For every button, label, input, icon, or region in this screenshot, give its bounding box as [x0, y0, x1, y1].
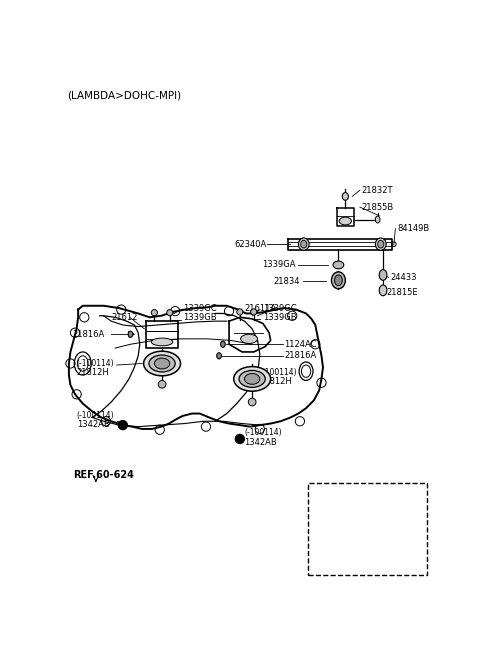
- Text: 21816A: 21816A: [285, 351, 317, 360]
- Text: 1342AB: 1342AB: [77, 420, 109, 429]
- Ellipse shape: [326, 514, 369, 525]
- Ellipse shape: [379, 285, 387, 296]
- Text: 21815E: 21815E: [386, 288, 418, 297]
- Ellipse shape: [339, 217, 351, 225]
- Text: 21812H: 21812H: [77, 368, 109, 377]
- Text: REF.60-624: REF.60-624: [73, 470, 133, 480]
- Ellipse shape: [379, 270, 387, 280]
- Text: 1339GA: 1339GA: [263, 261, 296, 269]
- Ellipse shape: [234, 367, 271, 391]
- Ellipse shape: [340, 550, 355, 557]
- Ellipse shape: [299, 238, 309, 250]
- Text: 21816A: 21816A: [73, 329, 105, 339]
- Ellipse shape: [239, 371, 265, 387]
- Text: 21812H: 21812H: [357, 521, 390, 531]
- Ellipse shape: [344, 510, 351, 517]
- Text: (-100114): (-100114): [244, 428, 282, 438]
- Text: 1339GB: 1339GB: [263, 313, 297, 322]
- Text: (-100114): (-100114): [260, 368, 298, 377]
- Ellipse shape: [332, 272, 345, 289]
- Text: 21612: 21612: [111, 313, 138, 322]
- Ellipse shape: [237, 309, 243, 315]
- Ellipse shape: [325, 519, 370, 533]
- Ellipse shape: [155, 358, 170, 369]
- Ellipse shape: [248, 398, 256, 406]
- Ellipse shape: [326, 526, 369, 538]
- Ellipse shape: [158, 381, 166, 388]
- Text: 21855B: 21855B: [361, 202, 394, 212]
- Ellipse shape: [335, 275, 342, 286]
- Text: 1339GB: 1339GB: [183, 313, 216, 322]
- Ellipse shape: [328, 533, 367, 544]
- Text: 1339CA: 1339CA: [357, 561, 390, 571]
- Text: 21834: 21834: [274, 276, 300, 286]
- Ellipse shape: [221, 341, 225, 347]
- Text: 1360GC: 1360GC: [357, 549, 391, 558]
- Ellipse shape: [333, 261, 344, 269]
- Ellipse shape: [300, 240, 307, 248]
- Ellipse shape: [167, 310, 173, 316]
- Ellipse shape: [144, 351, 180, 376]
- Text: 1339GC: 1339GC: [263, 303, 297, 312]
- Ellipse shape: [240, 334, 258, 343]
- Text: 1124AC: 1124AC: [285, 340, 317, 348]
- Text: (-100114): (-100114): [77, 411, 114, 420]
- Ellipse shape: [151, 310, 157, 316]
- Ellipse shape: [342, 563, 353, 569]
- Text: (100114-): (100114-): [312, 489, 357, 498]
- Text: 21812H: 21812H: [260, 377, 293, 386]
- Ellipse shape: [342, 193, 348, 200]
- Text: (-100114): (-100114): [77, 359, 114, 368]
- Ellipse shape: [378, 240, 384, 248]
- Ellipse shape: [151, 338, 173, 346]
- Ellipse shape: [128, 331, 133, 337]
- Ellipse shape: [244, 373, 260, 384]
- Text: (LAMBDA>DOHC-MPI): (LAMBDA>DOHC-MPI): [67, 90, 181, 100]
- Text: 24433: 24433: [390, 272, 417, 282]
- Circle shape: [235, 434, 244, 443]
- Text: 1342AB: 1342AB: [244, 438, 277, 447]
- Text: 21611A: 21611A: [245, 303, 277, 312]
- Ellipse shape: [149, 355, 175, 372]
- Ellipse shape: [375, 216, 380, 223]
- Ellipse shape: [375, 238, 386, 250]
- Ellipse shape: [217, 353, 221, 359]
- Text: 84149B: 84149B: [397, 224, 429, 233]
- Text: 1339GC: 1339GC: [183, 303, 216, 312]
- Text: 21832T: 21832T: [361, 186, 393, 195]
- Circle shape: [118, 421, 127, 430]
- Ellipse shape: [251, 309, 257, 315]
- Bar: [308, 483, 427, 575]
- Circle shape: [345, 563, 351, 569]
- Text: 62340A: 62340A: [235, 240, 267, 249]
